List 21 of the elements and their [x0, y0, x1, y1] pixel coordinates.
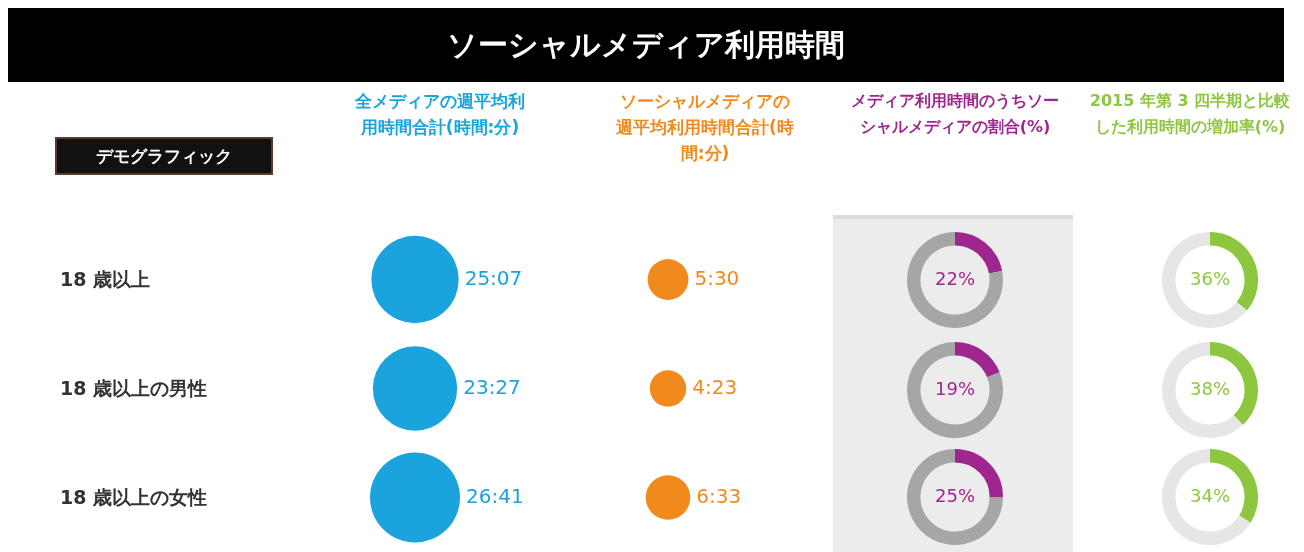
text: ソーシャルメディアの週平均利用時間合計(時間:分): [615, 90, 795, 165]
data-label: 38%: [1189, 377, 1231, 399]
data-label: 5:30: [694, 265, 740, 290]
category-label: 18 歳以上の男性: [60, 375, 208, 401]
data-label: 25%: [934, 484, 976, 506]
data-label: 26:41: [466, 483, 524, 508]
data-label: 36%: [1189, 267, 1231, 289]
chart-title: 2015 年第 3 四半期と比較した利用時間の増加率(%): [1088, 90, 1292, 138]
data-label: 34%: [1189, 484, 1231, 506]
chart-title: メディア利用時間のうちソーシャルメディアの割合(%): [850, 90, 1060, 138]
data-label: 25:07: [464, 265, 523, 290]
data-label: 22%: [934, 267, 976, 289]
text: デモグラフィック: [55, 137, 273, 175]
category-label: 18 歳以上の女性: [60, 484, 208, 510]
text: 全メディアの週平均利用時間合計(時間:分): [354, 90, 526, 139]
data-label: 19%: [934, 377, 976, 399]
category-label: 18 歳以上: [60, 266, 151, 292]
data-label: 4:23: [692, 374, 738, 399]
data-label: 6:33: [696, 483, 742, 508]
data-label: 23:27: [463, 374, 521, 399]
text: ソーシャルメディア利用時間: [447, 25, 845, 64]
